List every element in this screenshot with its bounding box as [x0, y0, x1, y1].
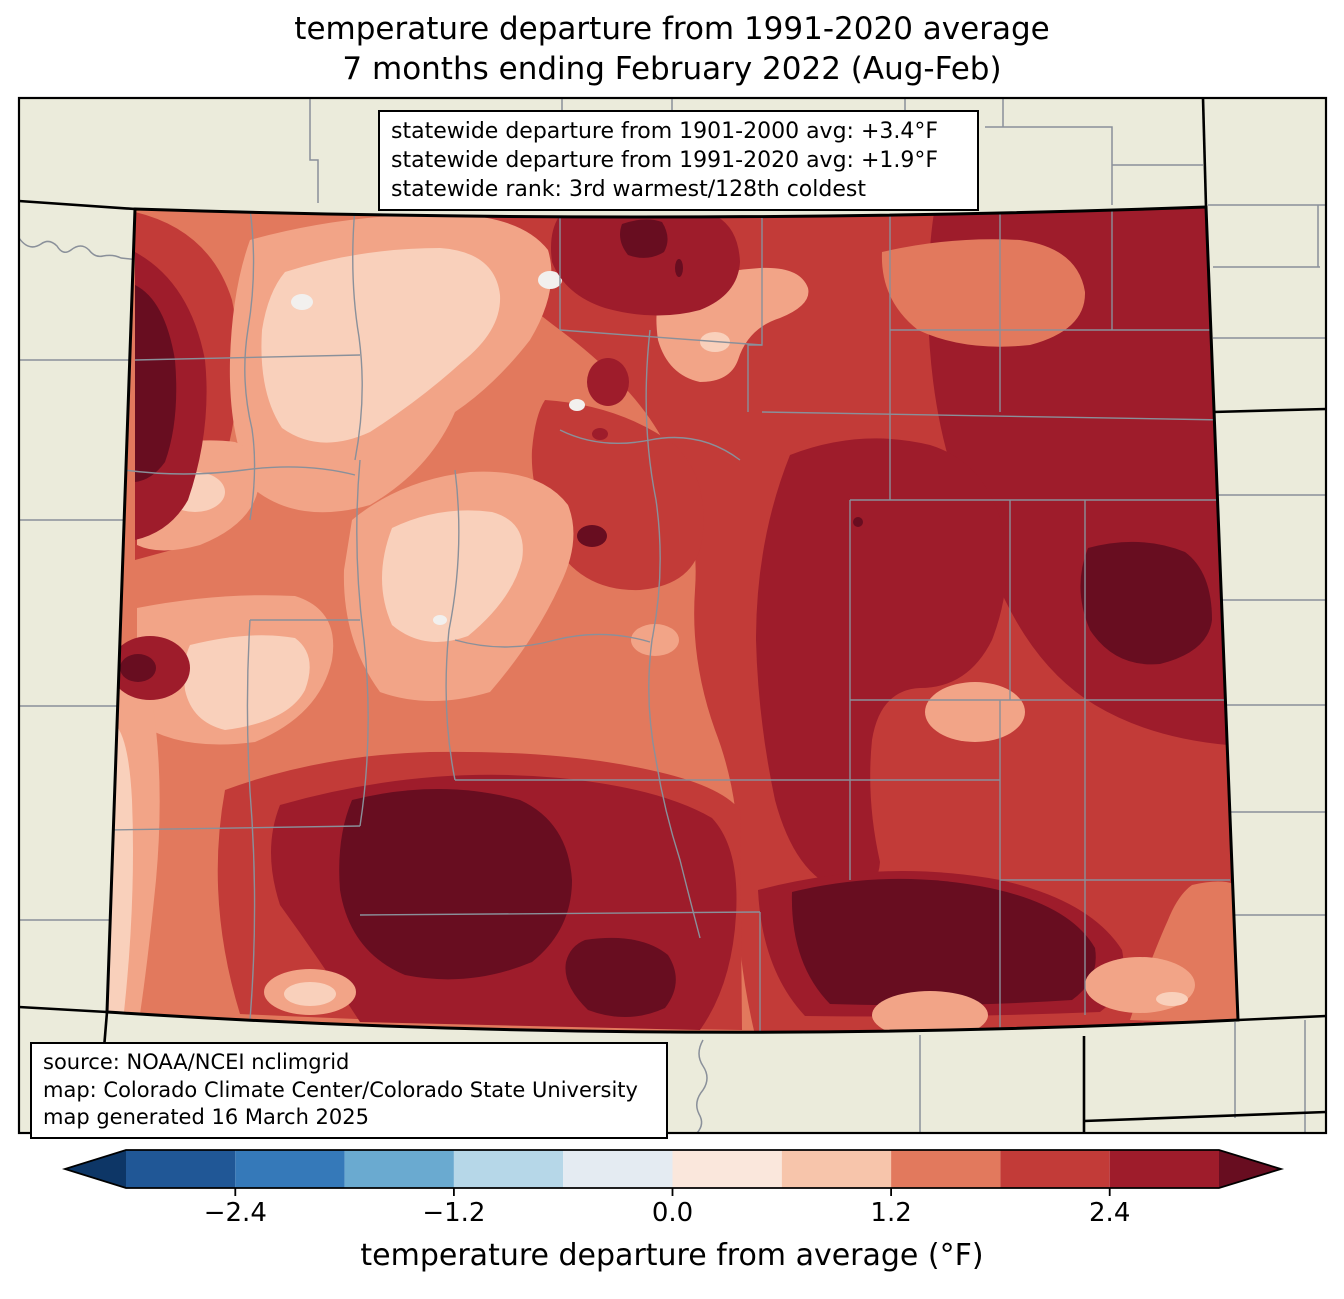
colorbar-ticks: [234, 1188, 1111, 1196]
colorbar: [61, 1149, 1285, 1196]
colorbar-outline: [61, 1149, 1285, 1189]
colorbar-under-arrow: [65, 1150, 126, 1188]
colorbar-axis-label: temperature departure from average (°F): [360, 1238, 984, 1273]
stats-line-rank: statewide rank: 3rd warmest/128th coldes…: [391, 177, 866, 203]
map-axes-frame: [17, 96, 1328, 1135]
contour-level-pale: [107, 248, 730, 1012]
county-lines: [107, 207, 1230, 1033]
colorbar-tick-label: 0.0: [651, 1198, 694, 1228]
contour-fill-layers: [107, 207, 1238, 1033]
figure-title: temperature departure from 1991-2020 ave…: [0, 10, 1344, 89]
colorbar-tick-label: 1.2: [870, 1198, 912, 1228]
contour-level-white: [291, 271, 585, 625]
colorbar-tick-label: −1.2: [422, 1198, 486, 1228]
contour-patches-on-dark: [264, 239, 1238, 1033]
colorbar-tick-label: 2.4: [1089, 1198, 1131, 1228]
neighbor-county-lines: [18, 98, 1326, 1134]
stats-box: statewide departure from 1901-2000 avg: …: [378, 110, 979, 212]
generated-date-line: map generated 16 March 2025: [43, 1105, 370, 1130]
source-box: source: NOAA/NCEI nclimgrid map: Colorad…: [30, 1042, 668, 1140]
stats-line-1991-2020: statewide departure from 1991-2020 avg: …: [391, 148, 939, 174]
colorbar-segments: [126, 1150, 1219, 1188]
title-line-2: 7 months ending February 2022 (Aug-Feb): [342, 50, 1002, 87]
title-line-1: temperature departure from 1991-2020 ave…: [294, 11, 1050, 47]
state-border: [105, 205, 1240, 1034]
colorbar-tick-label: −2.4: [203, 1198, 267, 1228]
contour-level-maroon: [120, 219, 1212, 1018]
stats-line-1901-2000: statewide departure from 1901-2000 avg: …: [391, 119, 939, 144]
colorbar-over-arrow: [1219, 1150, 1281, 1188]
map-credit-line: map: Colorado Climate Center/Colorado St…: [43, 1077, 638, 1102]
source-line: source: NOAA/NCEI nclimgrid: [43, 1050, 350, 1074]
